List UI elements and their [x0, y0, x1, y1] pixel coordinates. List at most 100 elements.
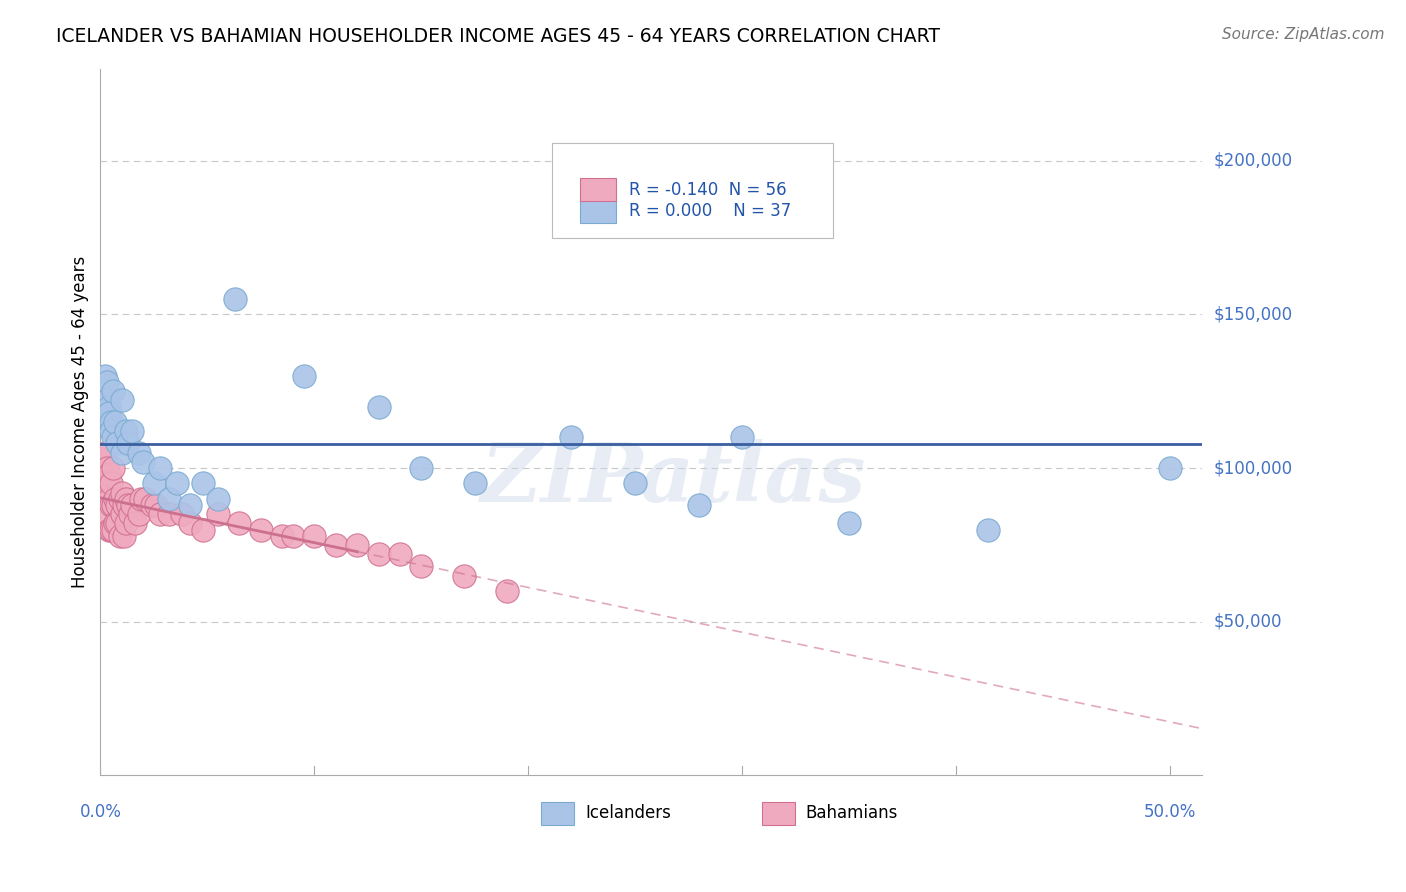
- Point: [838, 516, 860, 531]
- Point: [157, 491, 180, 506]
- Point: [224, 292, 246, 306]
- Point: [104, 516, 127, 531]
- Point: [115, 516, 138, 531]
- Point: [100, 476, 122, 491]
- Point: [97, 406, 120, 420]
- Point: [132, 455, 155, 469]
- Point: [731, 430, 754, 444]
- Point: [107, 498, 129, 512]
- Point: [96, 507, 118, 521]
- Text: Source: ZipAtlas.com: Source: ZipAtlas.com: [1222, 27, 1385, 42]
- Point: [111, 446, 134, 460]
- Point: [464, 476, 486, 491]
- Text: R = -0.140  N = 56: R = -0.140 N = 56: [630, 181, 787, 199]
- Point: [145, 498, 167, 512]
- Text: $50,000: $50,000: [1213, 613, 1282, 631]
- Point: [179, 516, 201, 531]
- Text: $150,000: $150,000: [1213, 305, 1292, 324]
- Point: [115, 491, 138, 506]
- Point: [117, 498, 139, 512]
- Point: [103, 430, 125, 444]
- Point: [560, 430, 582, 444]
- Point: [128, 446, 150, 460]
- Point: [346, 538, 368, 552]
- Point: [97, 491, 120, 506]
- Point: [170, 507, 193, 521]
- Point: [100, 498, 122, 512]
- Point: [112, 498, 135, 512]
- Text: $100,000: $100,000: [1213, 459, 1292, 477]
- Point: [112, 529, 135, 543]
- Point: [91, 467, 114, 482]
- Point: [250, 523, 273, 537]
- Point: [117, 436, 139, 450]
- FancyBboxPatch shape: [579, 178, 616, 202]
- Point: [453, 568, 475, 582]
- Point: [228, 516, 250, 531]
- Point: [96, 476, 118, 491]
- Point: [977, 523, 1000, 537]
- Point: [104, 491, 127, 506]
- Point: [96, 393, 118, 408]
- Point: [93, 446, 115, 460]
- Point: [100, 523, 122, 537]
- Point: [91, 451, 114, 466]
- Point: [325, 538, 347, 552]
- Point: [100, 415, 122, 429]
- Text: ZIPatlas: ZIPatlas: [481, 439, 866, 518]
- Point: [111, 485, 134, 500]
- Point: [100, 424, 122, 438]
- Point: [111, 393, 134, 408]
- Point: [134, 491, 156, 506]
- Point: [129, 491, 152, 506]
- Text: ICELANDER VS BAHAMIAN HOUSEHOLDER INCOME AGES 45 - 64 YEARS CORRELATION CHART: ICELANDER VS BAHAMIAN HOUSEHOLDER INCOME…: [56, 27, 941, 45]
- FancyBboxPatch shape: [541, 802, 574, 825]
- Point: [304, 529, 326, 543]
- Point: [292, 368, 315, 383]
- Text: $200,000: $200,000: [1213, 152, 1292, 169]
- Point: [93, 368, 115, 383]
- Point: [96, 461, 118, 475]
- Text: Bahamians: Bahamians: [806, 804, 898, 822]
- Point: [97, 523, 120, 537]
- Point: [1159, 461, 1181, 475]
- Point: [104, 415, 127, 429]
- Point: [157, 507, 180, 521]
- Point: [166, 476, 188, 491]
- Text: 50.0%: 50.0%: [1144, 803, 1197, 822]
- Point: [103, 498, 125, 512]
- Point: [103, 523, 125, 537]
- Point: [141, 498, 163, 512]
- Point: [93, 491, 115, 506]
- Point: [179, 498, 201, 512]
- Point: [120, 507, 142, 521]
- Point: [149, 507, 172, 521]
- FancyBboxPatch shape: [553, 143, 834, 238]
- Text: R = 0.000    N = 37: R = 0.000 N = 37: [630, 202, 792, 220]
- Point: [103, 461, 125, 475]
- Point: [689, 498, 711, 512]
- Point: [115, 424, 138, 438]
- FancyBboxPatch shape: [579, 199, 616, 223]
- Y-axis label: Householder Income Ages 45 - 64 years: Householder Income Ages 45 - 64 years: [72, 256, 89, 588]
- Point: [207, 507, 229, 521]
- Point: [149, 461, 172, 475]
- Point: [496, 584, 519, 599]
- Point: [96, 375, 118, 389]
- Point: [121, 424, 143, 438]
- Point: [367, 547, 389, 561]
- Point: [191, 523, 214, 537]
- Point: [281, 529, 304, 543]
- Point: [93, 476, 115, 491]
- Point: [411, 461, 433, 475]
- Point: [108, 491, 131, 506]
- Point: [111, 507, 134, 521]
- Point: [191, 476, 214, 491]
- Point: [103, 384, 125, 399]
- Point: [271, 529, 294, 543]
- Point: [97, 467, 120, 482]
- Point: [108, 529, 131, 543]
- Point: [411, 559, 433, 574]
- Text: Icelanders: Icelanders: [585, 804, 671, 822]
- Point: [97, 400, 120, 414]
